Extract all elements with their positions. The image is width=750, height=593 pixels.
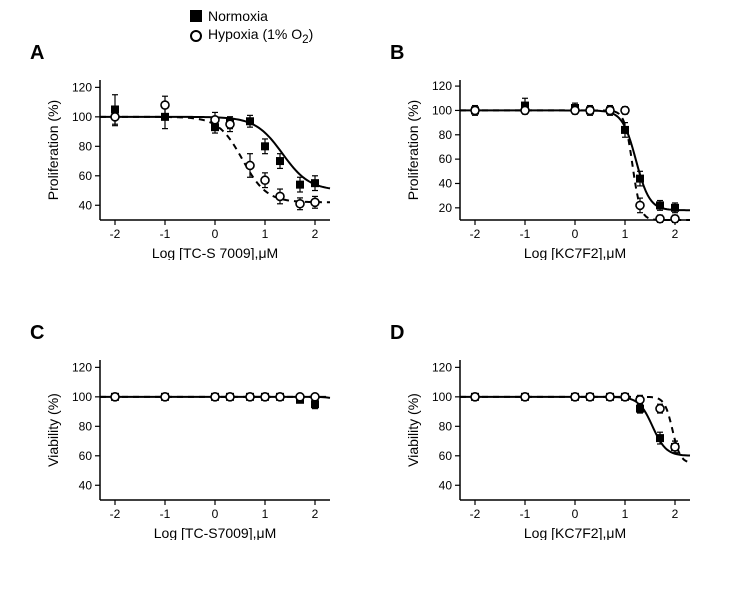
panel-d: -2 -1 0 1 2 40 60 80 100 120 Viability (%) Log [KC7… [400,340,700,540]
legend-normoxia-label: Normoxia [208,8,268,24]
svg-text:2: 2 [672,507,679,521]
svg-text:40: 40 [439,176,453,190]
svg-text:2: 2 [672,227,679,241]
x-axis-label: Log [TC-S7009],μM [154,525,276,540]
svg-text:-2: -2 [110,507,121,521]
filled-square-icon [190,10,202,22]
svg-text:40: 40 [79,198,93,212]
panel-label-a: A [30,42,44,65]
svg-text:2: 2 [312,227,319,241]
panel-label-c: C [30,322,44,345]
svg-text:100: 100 [72,390,92,404]
y-axis-label: Proliferation (%) [405,100,421,200]
svg-text:-2: -2 [470,227,481,241]
svg-text:-1: -1 [160,507,171,521]
svg-text:80: 80 [79,139,93,153]
svg-text:100: 100 [432,103,452,117]
svg-text:-2: -2 [470,507,481,521]
svg-text:1: 1 [622,507,629,521]
x-axis-label: Log [KC7F2],μM [524,525,626,540]
panel-b-plot: -2 -1 0 1 2 20 40 60 80 100 120 Proliferation (%) Lo… [400,60,700,260]
svg-text:1: 1 [262,507,269,521]
y-axis-label: Proliferation (%) [45,100,61,200]
svg-text:0: 0 [212,507,219,521]
legend-hypoxia-label: Hypoxia (1% O2) [208,26,313,46]
svg-text:40: 40 [439,478,453,492]
figure: Normoxia Hypoxia (1% O2) -2-101240608010… [0,0,750,593]
svg-text:-1: -1 [520,507,531,521]
legend-hypoxia: Hypoxia (1% O2) [190,26,313,46]
svg-text:120: 120 [432,360,452,374]
svg-text:20: 20 [439,201,453,215]
svg-text:-1: -1 [160,227,171,241]
svg-text:1: 1 [262,227,269,241]
svg-text:80: 80 [439,128,453,142]
open-circle-icon [190,30,202,42]
svg-text:0: 0 [572,227,579,241]
panel-d-plot: -2 -1 0 1 2 40 60 80 100 120 Viability (%) Log [KC7… [400,340,700,540]
panel-c-plot: -2 -1 0 1 2 40 60 80 100 120 Viability (%) Log [TC-… [40,340,340,540]
svg-text:100: 100 [72,110,92,124]
svg-text:-2: -2 [110,227,121,241]
svg-text:2: 2 [312,507,319,521]
svg-text:-1: -1 [520,227,531,241]
svg-text:120: 120 [72,360,92,374]
svg-text:0: 0 [212,227,219,241]
svg-text:0: 0 [572,507,579,521]
svg-text:60: 60 [439,152,453,166]
svg-text:60: 60 [79,449,93,463]
x-axis-label: Log [KC7F2],μM [524,245,626,260]
x-axis-label: Log [TC-S 7009],μM [152,245,278,260]
panel-a-plot: -2 -1 0 1 2 40 60 80 100 120 Proliferation (%) Log … [40,60,340,260]
panel-b: -2 -1 0 1 2 20 40 60 80 100 120 Proliferation (%) Lo… [400,60,700,260]
svg-text:120: 120 [432,79,452,93]
svg-text:40: 40 [79,478,93,492]
svg-text:80: 80 [439,419,453,433]
legend-normoxia: Normoxia [190,8,313,24]
svg-text:1: 1 [622,227,629,241]
svg-text:60: 60 [439,449,453,463]
y-axis-label: Viability (%) [45,393,61,467]
svg-text:80: 80 [79,419,93,433]
panel-label-d: D [390,322,404,345]
legend: Normoxia Hypoxia (1% O2) [190,8,313,48]
svg-text:60: 60 [79,169,93,183]
svg-text:100: 100 [432,390,452,404]
svg-text:120: 120 [72,80,92,94]
y-axis-label: Viability (%) [405,393,421,467]
panel-label-b: B [390,42,404,65]
panel-a: -2 -1 0 1 2 40 60 80 100 120 Proliferation (%) Log … [40,60,340,260]
panel-c: -2 -1 0 1 2 40 60 80 100 120 Viability (%) Log [TC-… [40,340,340,540]
